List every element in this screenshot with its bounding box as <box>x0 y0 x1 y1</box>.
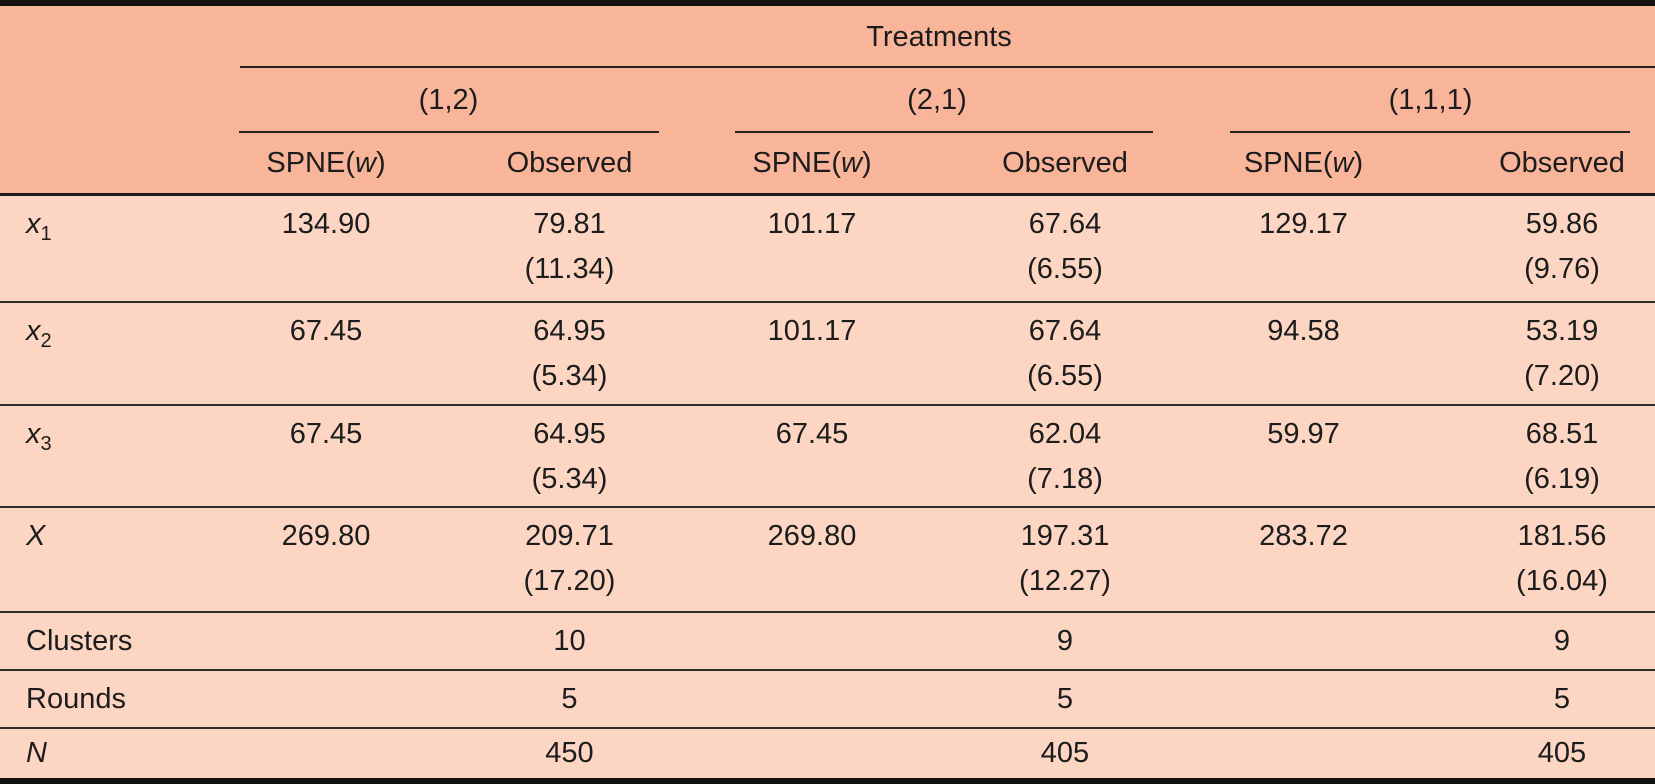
spne-value: 283.72 <box>1259 520 1348 552</box>
n-value: 405 <box>1537 737 1587 769</box>
column-header-observed: Observed <box>1002 146 1128 179</box>
standard-error: (6.19) <box>1524 463 1600 495</box>
column-header-spne: SPNE(w) <box>266 146 386 179</box>
standard-error: (7.18) <box>1027 463 1103 495</box>
group-label: (2,1) <box>907 84 967 116</box>
group-underline <box>239 131 659 133</box>
observed-value: 67.64 (6.55) <box>932 196 1182 301</box>
spne-value: 101.17 <box>767 208 857 240</box>
standard-error: (5.34) <box>531 463 608 495</box>
rounds-value: 5 <box>561 682 578 715</box>
observed-value: 67.64 (6.55) <box>932 303 1182 404</box>
header-row-groups: (1,2) (2,1) (1,1,1) <box>0 68 1655 133</box>
group-label: (1,1,1) <box>1388 84 1473 116</box>
observed-value: 64.95 (5.34) <box>447 406 692 506</box>
observed-value: 59.86 (9.76) <box>1425 196 1655 301</box>
column-header-spne: SPNE(w) <box>752 146 872 179</box>
row-label-x3: x3 <box>26 418 52 455</box>
treatments-title: Treatments <box>866 20 1012 53</box>
header-spacer-cell <box>0 6 205 68</box>
spne-value: 67.45 <box>775 418 849 450</box>
standard-error: (9.76) <box>1524 253 1600 285</box>
spne-value: 67.45 <box>289 315 363 347</box>
row-label-rounds: Rounds <box>26 682 126 715</box>
spne-value: 101.17 <box>767 315 857 347</box>
standard-error: (11.34) <box>524 253 615 285</box>
column-header-observed: Observed <box>1499 146 1625 179</box>
clusters-value: 9 <box>1056 624 1074 657</box>
observed-value: 53.19 (7.20) <box>1425 303 1655 404</box>
spne-value: 269.80 <box>767 520 857 552</box>
header-row-treatments: Treatments <box>0 6 1655 68</box>
standard-error: (16.04) <box>1516 565 1608 597</box>
header-row-columns: SPNE(w) Observed SPNE(w) Observed SPNE(w… <box>0 133 1655 193</box>
standard-error: (12.27) <box>1019 565 1111 597</box>
observed-value: 64.95 (5.34) <box>447 303 692 404</box>
group-label: (1,2) <box>418 84 479 116</box>
table-row-rounds: Rounds 5 5 5 <box>0 669 1655 727</box>
observed-value: 79.81 (11.34) <box>447 196 692 301</box>
spne-value: 67.45 <box>289 418 363 450</box>
spne-value: 269.80 <box>281 520 371 552</box>
observed-value: 209.71 (17.20) <box>447 508 692 611</box>
standard-error: (6.55) <box>1027 360 1103 392</box>
group-header-1-2: (1,2) <box>205 68 692 133</box>
observed-value: 62.04 (7.18) <box>932 406 1182 506</box>
n-value: 405 <box>1040 737 1090 769</box>
observed-value: 197.31 (12.27) <box>932 508 1182 611</box>
observed-value: 181.56 (16.04) <box>1425 508 1655 611</box>
row-label-n: N <box>26 737 47 769</box>
table-row-n: N 450 405 405 <box>0 727 1655 778</box>
table-row-x2: x2 67.45 64.95 (5.34) 101.17 67.64 (6.55… <box>0 301 1655 404</box>
spne-value: 134.90 <box>281 208 371 240</box>
column-header-observed: Observed <box>506 146 633 179</box>
group-underline <box>1230 131 1630 133</box>
group-header-2-1: (2,1) <box>692 68 1182 133</box>
standard-error: (17.20) <box>523 565 616 597</box>
table-row-X: X 269.80 209.71 (17.20) 269.80 197.31 (1… <box>0 506 1655 611</box>
row-label-X: X <box>26 520 46 552</box>
spne-value: 94.58 <box>1267 315 1340 347</box>
table-row-x3: x3 67.45 64.95 (5.34) 67.45 62.04 (7.18)… <box>0 404 1655 506</box>
table-body: x1 134.90 79.81 (11.34) 101.17 67.64 (6.… <box>0 196 1655 778</box>
standard-error: (6.55) <box>1027 253 1103 285</box>
rounds-value: 5 <box>1553 682 1571 715</box>
column-header-spne: SPNE(w) <box>1243 146 1364 179</box>
table-row-clusters: Clusters 10 9 9 <box>0 611 1655 669</box>
treatments-underline <box>240 66 1655 68</box>
spne-value: 129.17 <box>1259 208 1348 240</box>
row-label-x1: x1 <box>26 208 52 245</box>
standard-error: (5.34) <box>531 360 608 392</box>
table-header: Treatments (1,2) (2,1) (1,1,1) SPNE(w) <box>0 6 1655 196</box>
spne-value: 59.97 <box>1267 418 1340 450</box>
clusters-value: 9 <box>1553 624 1571 657</box>
standard-error: (7.20) <box>1524 360 1600 392</box>
header-spacer-cell <box>0 68 205 133</box>
treatments-header-cell: Treatments <box>205 6 1655 68</box>
row-label-clusters: Clusters <box>26 624 133 657</box>
row-label-x2: x2 <box>26 315 52 352</box>
n-value: 450 <box>545 737 594 769</box>
group-header-1-1-1: (1,1,1) <box>1182 68 1655 133</box>
group-underline <box>735 131 1153 133</box>
header-spacer-cell <box>0 133 205 193</box>
table-row-x1: x1 134.90 79.81 (11.34) 101.17 67.64 (6.… <box>0 196 1655 301</box>
clusters-value: 10 <box>553 624 586 657</box>
observed-value: 68.51 (6.19) <box>1425 406 1655 506</box>
rounds-value: 5 <box>1056 682 1074 715</box>
